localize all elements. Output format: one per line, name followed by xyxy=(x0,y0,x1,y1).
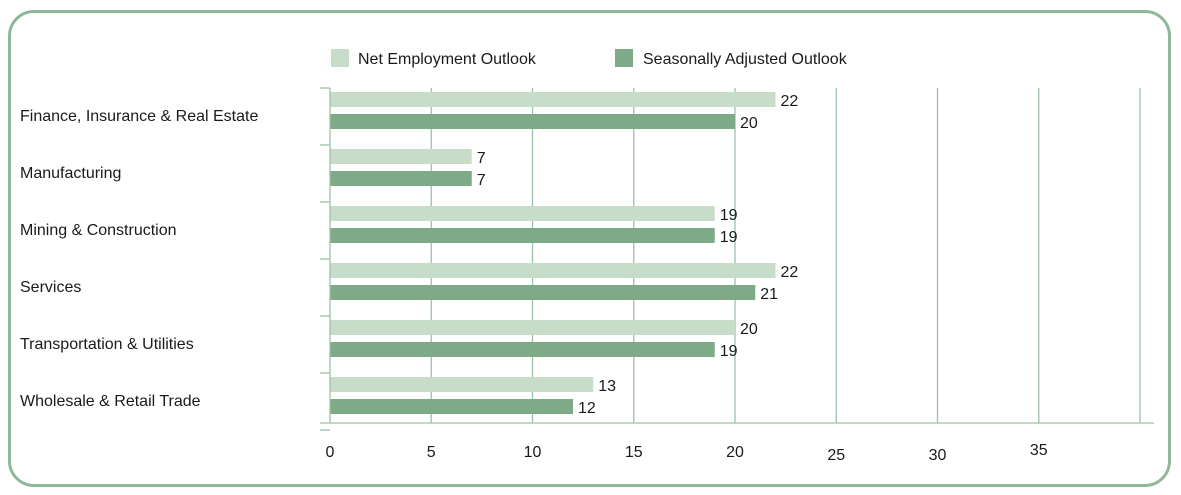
category-label: Transportation & Utilities xyxy=(20,336,194,353)
bar xyxy=(330,92,776,107)
x-tick-label: 10 xyxy=(524,444,542,461)
data-label: 13 xyxy=(598,378,616,395)
legend-label: Seasonally Adjusted Outlook xyxy=(643,51,848,68)
bar xyxy=(330,114,735,129)
bar xyxy=(330,149,472,164)
data-label: 19 xyxy=(720,343,738,360)
bar xyxy=(330,206,715,221)
data-label: 22 xyxy=(781,264,799,281)
data-label: 20 xyxy=(740,321,758,338)
legend-label: Net Employment Outlook xyxy=(358,51,537,68)
bar xyxy=(330,377,594,392)
x-tick-label: 0 xyxy=(326,444,335,461)
bar xyxy=(330,399,573,414)
data-label: 19 xyxy=(720,229,738,246)
bar xyxy=(330,263,776,278)
category-label: Wholesale & Retail Trade xyxy=(20,393,201,410)
x-tick-label: 5 xyxy=(427,444,436,461)
bar xyxy=(330,285,756,300)
category-label: Manufacturing xyxy=(20,165,121,182)
category-label: Mining & Construction xyxy=(20,222,177,239)
legend-swatch xyxy=(331,49,349,67)
x-tick-label: 30 xyxy=(929,447,947,464)
category-label: Services xyxy=(20,279,81,296)
data-label: 21 xyxy=(760,286,778,303)
x-tick-label: 20 xyxy=(726,444,744,461)
bar xyxy=(330,171,472,186)
x-tick-label: 15 xyxy=(625,444,643,461)
x-tick-label: 25 xyxy=(827,447,845,464)
data-label: 20 xyxy=(740,115,758,132)
gridlines xyxy=(430,88,1141,423)
axes: 0 5 10 15 20 25 30 35 Finance, Insurance & Real … xyxy=(20,87,1154,464)
bar xyxy=(330,228,715,243)
data-label: 12 xyxy=(578,400,596,417)
data-label: 7 xyxy=(477,150,486,167)
x-tick-label: 35 xyxy=(1030,442,1048,459)
data-label: 19 xyxy=(720,207,738,224)
bar xyxy=(330,320,735,335)
legend: Net Employment Outlook Seasonally Adjuste… xyxy=(331,49,848,68)
legend-swatch xyxy=(615,49,633,67)
bar xyxy=(330,342,715,357)
category-label: Finance, Insurance & Real Estate xyxy=(20,108,258,125)
data-label: 22 xyxy=(781,93,799,110)
data-label: 7 xyxy=(477,172,486,189)
chart-frame xyxy=(8,10,1171,487)
